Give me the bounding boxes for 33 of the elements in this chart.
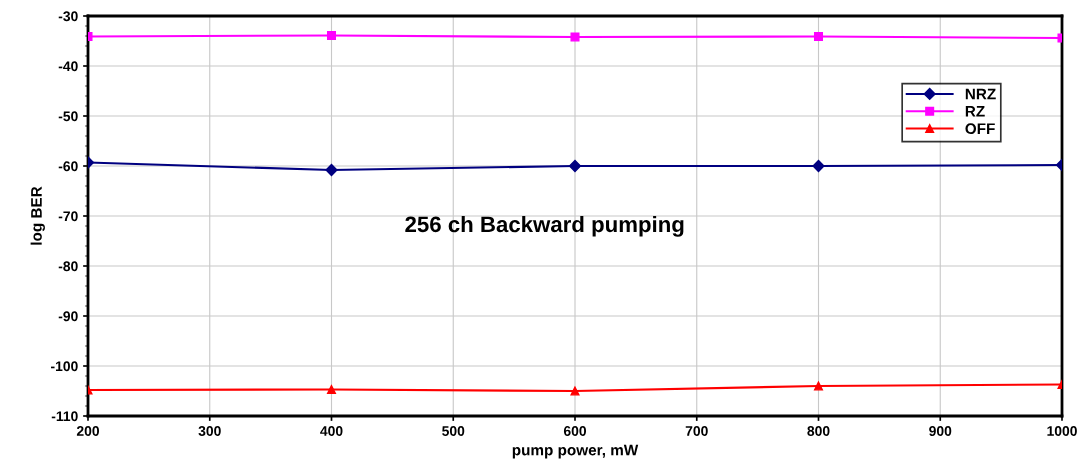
legend-label: RZ [965, 106, 985, 117]
y-tick-label: -100 [51, 361, 78, 372]
x-tick-label: 700 [685, 426, 708, 436]
x-tick-label: 900 [929, 426, 952, 436]
y-tick-label: -50 [58, 111, 78, 122]
point [813, 381, 824, 391]
y-tick-label: -30 [58, 11, 78, 22]
legend-label: OFF [965, 123, 995, 135]
point [326, 30, 337, 41]
point [570, 386, 580, 396]
x-tick-label: 500 [442, 426, 465, 436]
x-tick-label: 800 [807, 426, 830, 436]
x-tick-label: 200 [76, 426, 100, 436]
x-tick-label: 300 [198, 426, 221, 436]
y-tick-label: -110 [51, 411, 78, 422]
point [812, 159, 825, 173]
x-tick-label: 400 [320, 426, 343, 436]
y-tick-label: -80 [58, 261, 78, 272]
y-tick-label: -90 [58, 311, 78, 322]
y-tick-label: -40 [58, 61, 78, 72]
legend-label: NRZ [965, 88, 996, 100]
point [568, 159, 582, 173]
point [570, 32, 580, 42]
y-tick-label: -70 [58, 211, 78, 222]
y-tick-label: -60 [58, 161, 78, 172]
x-tick-label: 600 [563, 426, 587, 436]
point [813, 31, 824, 42]
point [326, 384, 337, 395]
point [325, 163, 338, 177]
x-tick-label: 1000 [1047, 426, 1077, 436]
annotation: 256 ch Backward pumping [405, 215, 684, 237]
y-axis-title: log BER [30, 186, 45, 245]
x-axis-title: pump power, mW [512, 444, 639, 459]
